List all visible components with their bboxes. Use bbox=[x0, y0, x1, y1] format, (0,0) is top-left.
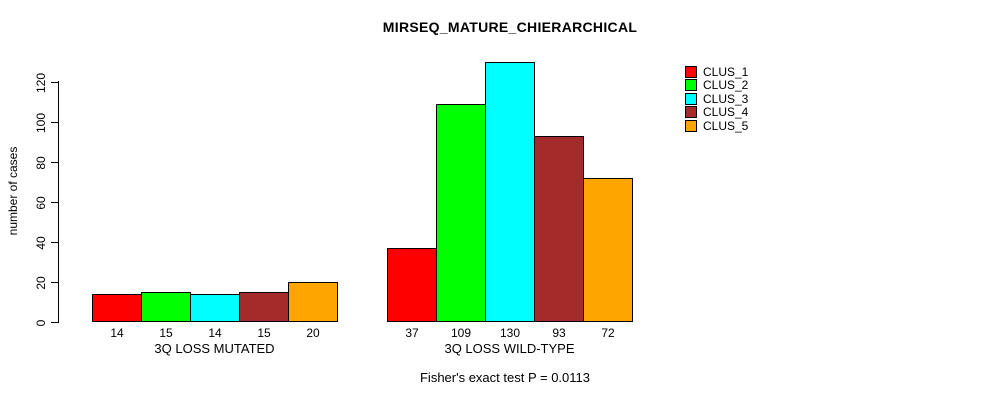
legend-item-clus_3: CLUS_3 bbox=[685, 91, 749, 106]
legend-swatch-icon bbox=[685, 106, 697, 119]
bar-value-label: 20 bbox=[306, 326, 320, 340]
y-tick-mark bbox=[51, 322, 58, 323]
group-label-2: 3Q LOSS WILD-TYPE bbox=[444, 341, 575, 356]
y-axis-line bbox=[58, 81, 59, 323]
y-tick-label: 0 bbox=[34, 319, 48, 326]
bar-value-label: 15 bbox=[257, 326, 271, 340]
y-tick-label: 20 bbox=[34, 275, 48, 290]
legend-item-clus_1: CLUS_1 bbox=[685, 66, 748, 78]
y-tick-label: 80 bbox=[34, 155, 48, 170]
bar-value-label: 14 bbox=[110, 326, 124, 340]
bar-value-label: 93 bbox=[552, 326, 566, 340]
bar-clus_3-group1 bbox=[190, 294, 240, 322]
y-tick-label: 120 bbox=[34, 72, 48, 93]
legend-item-clus_2: CLUS_2 bbox=[685, 78, 749, 93]
bar-clus_3-group2 bbox=[485, 62, 535, 322]
legend-swatch-icon bbox=[685, 92, 697, 105]
group-label-1: 3Q LOSS MUTATED bbox=[154, 341, 275, 356]
y-tick-mark bbox=[51, 282, 58, 283]
bar-clus_4-group1 bbox=[239, 292, 289, 322]
legend-item-clus_5: CLUS_5 bbox=[685, 118, 749, 133]
chart-title: MIRSEQ_MATURE_CHIERARCHICAL bbox=[382, 19, 638, 35]
legend-label: CLUS_4 bbox=[703, 105, 749, 120]
bar-value-label: 15 bbox=[159, 326, 173, 340]
legend-label: CLUS_3 bbox=[703, 91, 749, 106]
chart-footer: Fisher's exact test P = 0.0113 bbox=[419, 370, 590, 385]
legend-swatch-icon bbox=[685, 79, 697, 92]
y-axis-label: number of cases bbox=[6, 146, 20, 236]
bar-value-label: 14 bbox=[208, 326, 222, 340]
y-tick-mark bbox=[51, 162, 58, 163]
bar-clus_5-group1 bbox=[288, 282, 338, 322]
bar-value-label: 72 bbox=[601, 326, 615, 340]
legend-item-clus_4: CLUS_4 bbox=[685, 105, 749, 120]
y-tick-mark bbox=[51, 122, 58, 123]
bar-clus_4-group2 bbox=[534, 136, 584, 322]
legend-label: CLUS_1 bbox=[703, 65, 749, 79]
legend-swatch-icon bbox=[685, 66, 697, 78]
y-tick-mark bbox=[51, 82, 58, 83]
y-tick-mark bbox=[51, 242, 58, 243]
y-tick-label: 60 bbox=[34, 195, 48, 210]
bar-clus_2-group2 bbox=[436, 104, 486, 322]
bar-value-label: 130 bbox=[499, 326, 521, 340]
y-tick-mark bbox=[51, 202, 58, 203]
bar-value-label: 37 bbox=[405, 326, 419, 340]
bar-clus_1-group2 bbox=[387, 248, 437, 322]
y-tick-label: 100 bbox=[34, 112, 48, 133]
legend-label: CLUS_2 bbox=[703, 78, 749, 93]
bar-clus_1-group1 bbox=[92, 294, 142, 322]
bar-value-label: 109 bbox=[450, 326, 472, 340]
legend-swatch-icon bbox=[685, 119, 697, 132]
y-tick-label: 40 bbox=[34, 235, 48, 250]
bar-clus_2-group1 bbox=[141, 292, 191, 322]
bar-clus_5-group2 bbox=[583, 178, 633, 322]
legend-label: CLUS_5 bbox=[703, 118, 749, 133]
